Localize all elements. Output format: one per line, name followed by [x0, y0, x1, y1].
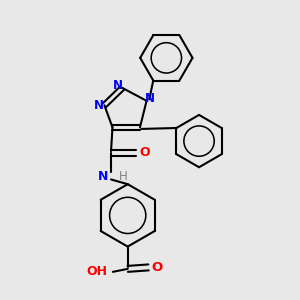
- Text: H: H: [119, 170, 128, 183]
- Text: O: O: [152, 261, 163, 274]
- Text: OH: OH: [86, 266, 107, 278]
- Text: N: N: [98, 170, 109, 183]
- Text: N: N: [94, 99, 104, 112]
- Text: N: N: [113, 79, 123, 92]
- Text: N: N: [145, 92, 155, 105]
- Text: O: O: [140, 146, 151, 159]
